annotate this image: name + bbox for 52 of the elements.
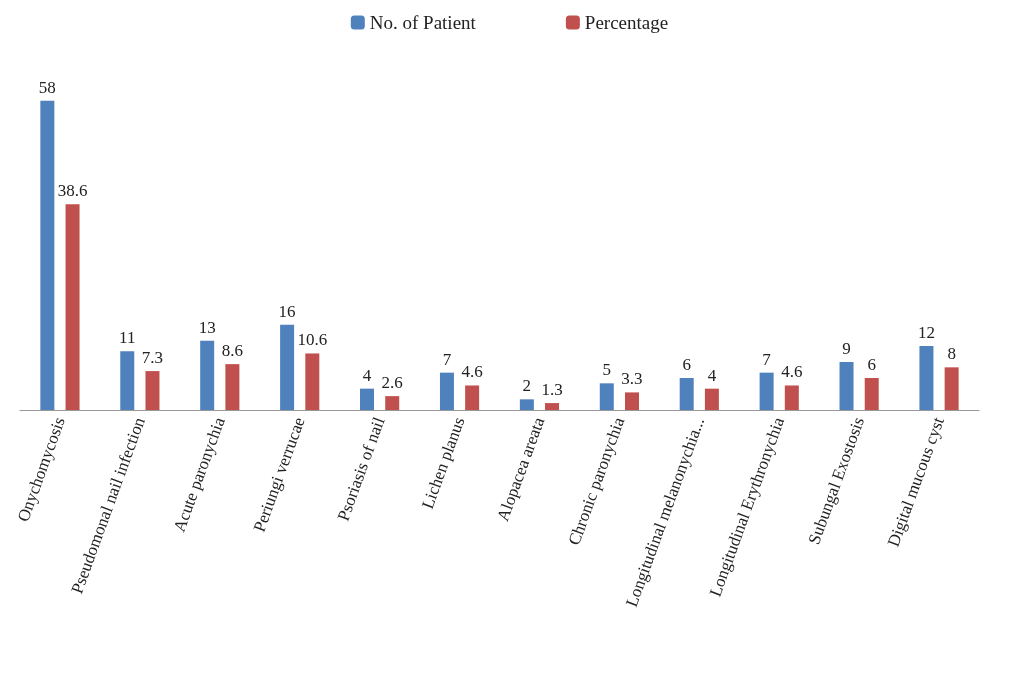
bar: [759, 372, 774, 410]
data-label: 11: [119, 328, 136, 348]
data-label: 8: [947, 344, 956, 364]
bar: [624, 392, 639, 410]
data-label: 4: [707, 365, 717, 385]
bar: [784, 385, 799, 410]
legend-label: Percentage: [584, 12, 669, 33]
bar: [145, 371, 160, 410]
data-label: 2: [522, 376, 532, 396]
data-label: 2.6: [381, 373, 403, 393]
data-label: 8.6: [221, 341, 244, 361]
data-label: 16: [278, 301, 296, 321]
legend-label: No. of Patient: [369, 12, 477, 33]
bar: [944, 367, 959, 410]
bar: [545, 403, 560, 410]
data-label: 12: [917, 323, 935, 342]
bar: [120, 351, 135, 410]
bar: [919, 346, 934, 410]
bar: [225, 364, 240, 410]
bar: [65, 204, 80, 410]
bar: [839, 362, 854, 410]
bar: [200, 340, 215, 410]
bar: [679, 378, 694, 410]
data-label: 58: [38, 77, 56, 97]
data-label: 4: [362, 365, 372, 385]
bar: [439, 372, 454, 410]
data-label: 5: [602, 360, 612, 380]
data-label: 9: [842, 339, 851, 358]
data-label: 6: [682, 355, 691, 374]
data-label: 10.6: [297, 330, 328, 350]
data-label: 3.3: [621, 369, 643, 389]
data-label: 38.6: [57, 181, 88, 201]
x-tick-label: Lichen planus: [417, 414, 469, 512]
bar: [864, 378, 879, 410]
data-label: 6: [867, 355, 876, 374]
data-label: 7: [762, 349, 772, 369]
bar: [360, 388, 375, 410]
data-label: 7.3: [141, 348, 164, 368]
bar: [599, 383, 614, 410]
bar: [704, 388, 719, 410]
bar: [519, 399, 534, 410]
x-tick-label: Digital mucous cyst: [883, 414, 949, 550]
data-label: 1.3: [541, 380, 563, 400]
bar: [305, 353, 320, 410]
data-label: 7: [442, 349, 452, 369]
data-label: 4.6: [461, 362, 483, 382]
bar: [280, 324, 295, 410]
bar: [385, 396, 400, 410]
bar: [40, 100, 55, 410]
data-label: 4.6: [781, 362, 803, 382]
bar: [465, 385, 480, 410]
data-label: 13: [198, 317, 216, 337]
